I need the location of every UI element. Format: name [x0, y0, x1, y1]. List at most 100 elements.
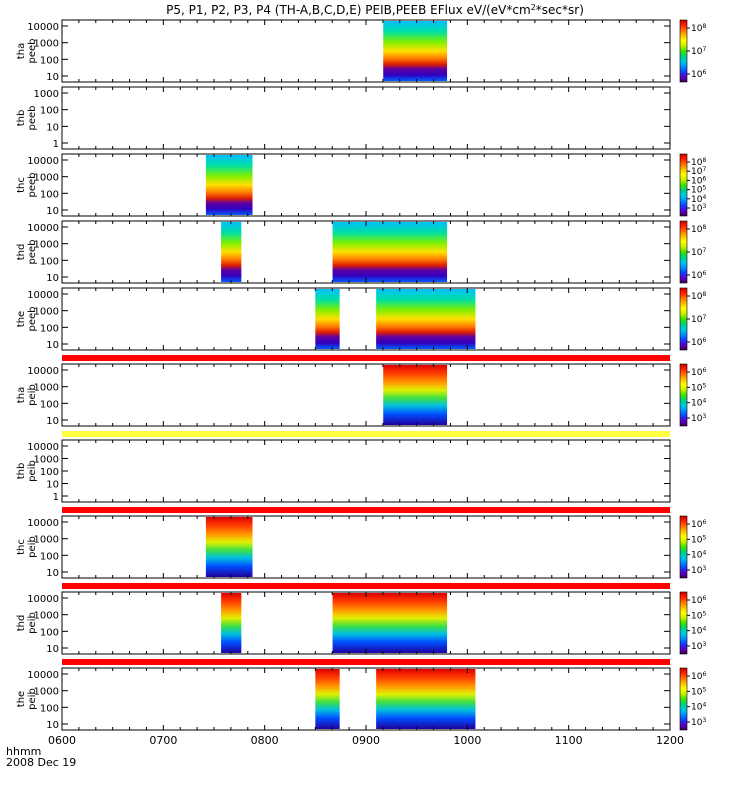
- panel-product-label: peib: [27, 384, 38, 406]
- colorbar-tick-label: 104: [691, 193, 706, 205]
- data-interval-0: [383, 365, 448, 425]
- x-tick-label: 1200: [656, 734, 684, 747]
- separator-bar-thd: [62, 583, 670, 589]
- panel-probe-label: thc: [16, 539, 27, 555]
- colorbar-tick-label: 108: [691, 224, 706, 236]
- y-tick-label: 1000: [34, 455, 59, 466]
- panel-probe-label: thd: [16, 615, 27, 632]
- x-tick-label: 0700: [149, 734, 177, 747]
- panel-probe-label: thc: [16, 177, 27, 193]
- colorbar-tick-label: 105: [691, 382, 706, 394]
- data-interval-0: [205, 517, 253, 577]
- panel-frame: [61, 153, 671, 217]
- colorbar: 108 107 106: [679, 287, 706, 351]
- colorbar-tick-label: 104: [691, 549, 706, 561]
- colorbar-tick-label: 106: [691, 519, 706, 531]
- y-tick-label: 1000: [34, 307, 59, 318]
- colorbar-tick-label: 103: [691, 203, 706, 215]
- colorbar-tick-label: 104: [691, 701, 706, 713]
- y-tick-label: 10000: [27, 594, 59, 605]
- colorbar-tick-label: 105: [691, 184, 706, 196]
- data-interval-0: [315, 669, 340, 729]
- x-tick-label: 0900: [352, 734, 380, 747]
- panel-thc-peib: 10000 1000 100 10 thc peib 106 105 104 103: [16, 515, 706, 579]
- colorbar-tick-label: 106: [691, 671, 706, 683]
- y-tick-label: 10: [46, 480, 59, 491]
- y-tick-label: 100: [40, 627, 59, 638]
- y-tick-label: 100: [40, 551, 59, 562]
- y-tick-label: 10000: [27, 518, 59, 529]
- colorbar-tick-label: 108: [691, 23, 706, 35]
- panel-tha-peeb: 10000 1000 100 10 tha peeb 108 107 106: [16, 19, 706, 83]
- colorbar-tick-label: 103: [691, 717, 706, 729]
- y-tick-label: 10: [46, 644, 59, 655]
- y-tick-label: 100: [40, 189, 59, 200]
- colorbar-tick-label: 108: [691, 291, 706, 303]
- y-tick-label: 1000: [34, 39, 59, 50]
- data-interval-0: [221, 222, 242, 282]
- y-tick-label: 1000: [34, 687, 59, 698]
- panel-product-label: peeb: [27, 106, 38, 131]
- colorbar-tick-label: 107: [691, 247, 706, 259]
- y-tick-label: 100: [40, 106, 59, 117]
- colorbar-tick-label: 103: [691, 565, 706, 577]
- x-tick-label: 1100: [555, 734, 583, 747]
- y-tick-label: 10000: [27, 290, 59, 301]
- colorbar-tick-label: 105: [691, 534, 706, 546]
- y-tick-label: 1000: [34, 535, 59, 546]
- colorbar: 106 105 104 103: [679, 515, 706, 579]
- panel-frame: [61, 287, 671, 351]
- panel-product-label: peib: [27, 460, 38, 482]
- panel-frame: [61, 515, 671, 579]
- colorbar-tick-label: 104: [691, 625, 706, 637]
- panel-product-label: peeb: [27, 39, 38, 64]
- y-tick-label: 10: [46, 122, 59, 133]
- colorbar-tick-label: 107: [691, 166, 706, 178]
- y-tick-label: 10000: [27, 223, 59, 234]
- colorbar-tick-label: 106: [691, 337, 706, 349]
- panel-probe-label: the: [16, 691, 27, 707]
- data-interval-0: [315, 289, 340, 349]
- y-tick-label: 10: [46, 206, 59, 217]
- separator-bar-thc: [62, 507, 670, 513]
- colorbar-tick-label: 108: [691, 157, 706, 169]
- panel-tha-peib: 10000 1000 100 10 tha peib 106 105 104 103: [16, 363, 706, 427]
- y-tick-label: 10: [46, 273, 59, 284]
- panel-product-label: peeb: [27, 240, 38, 265]
- y-tick-label: 1000: [34, 240, 59, 251]
- colorbar: 108 107 106: [679, 220, 706, 284]
- y-tick-label: 1000: [34, 383, 59, 394]
- y-tick-label: 1: [53, 139, 59, 150]
- panel-product-label: peib: [27, 536, 38, 558]
- y-tick-label: 100: [40, 55, 59, 66]
- panel-thd-peib: 10000 1000 100 10 thd peib 106 105 104 103: [16, 591, 706, 655]
- y-tick-label: 100: [40, 467, 59, 478]
- panel-frame: [61, 667, 671, 731]
- y-tick-label: 10000: [27, 670, 59, 681]
- panel-product-label: peeb: [27, 307, 38, 332]
- panel-frame: [61, 86, 671, 150]
- y-tick-label: 10: [46, 568, 59, 579]
- panel-probe-label: the: [16, 311, 27, 327]
- y-tick-label: 10000: [27, 442, 59, 453]
- data-interval-1: [332, 593, 448, 653]
- data-interval-0: [205, 155, 253, 215]
- separator-bar-thb: [62, 431, 670, 437]
- data-interval-0: [383, 21, 448, 81]
- panel-frame: [61, 19, 671, 83]
- colorbar-tick-label: 107: [691, 46, 706, 58]
- data-interval-1: [376, 289, 476, 349]
- colorbar-tick-label: 103: [691, 641, 706, 653]
- y-tick-label: 10000: [27, 366, 59, 377]
- panel-product-label: peib: [27, 688, 38, 710]
- panel-product-label: peeb: [27, 173, 38, 198]
- separator-bar-the: [62, 659, 670, 665]
- chart-title: P5, P1, P2, P3, P4 (TH-A,B,C,D,E) PEIB,P…: [166, 3, 584, 18]
- data-interval-1: [376, 669, 476, 729]
- colorbar-tick-label: 106: [691, 69, 706, 81]
- y-tick-label: 1000: [34, 173, 59, 184]
- colorbar-tick-label: 106: [691, 595, 706, 607]
- y-tick-label: 10000: [27, 156, 59, 167]
- panel-probe-label: thd: [16, 244, 27, 261]
